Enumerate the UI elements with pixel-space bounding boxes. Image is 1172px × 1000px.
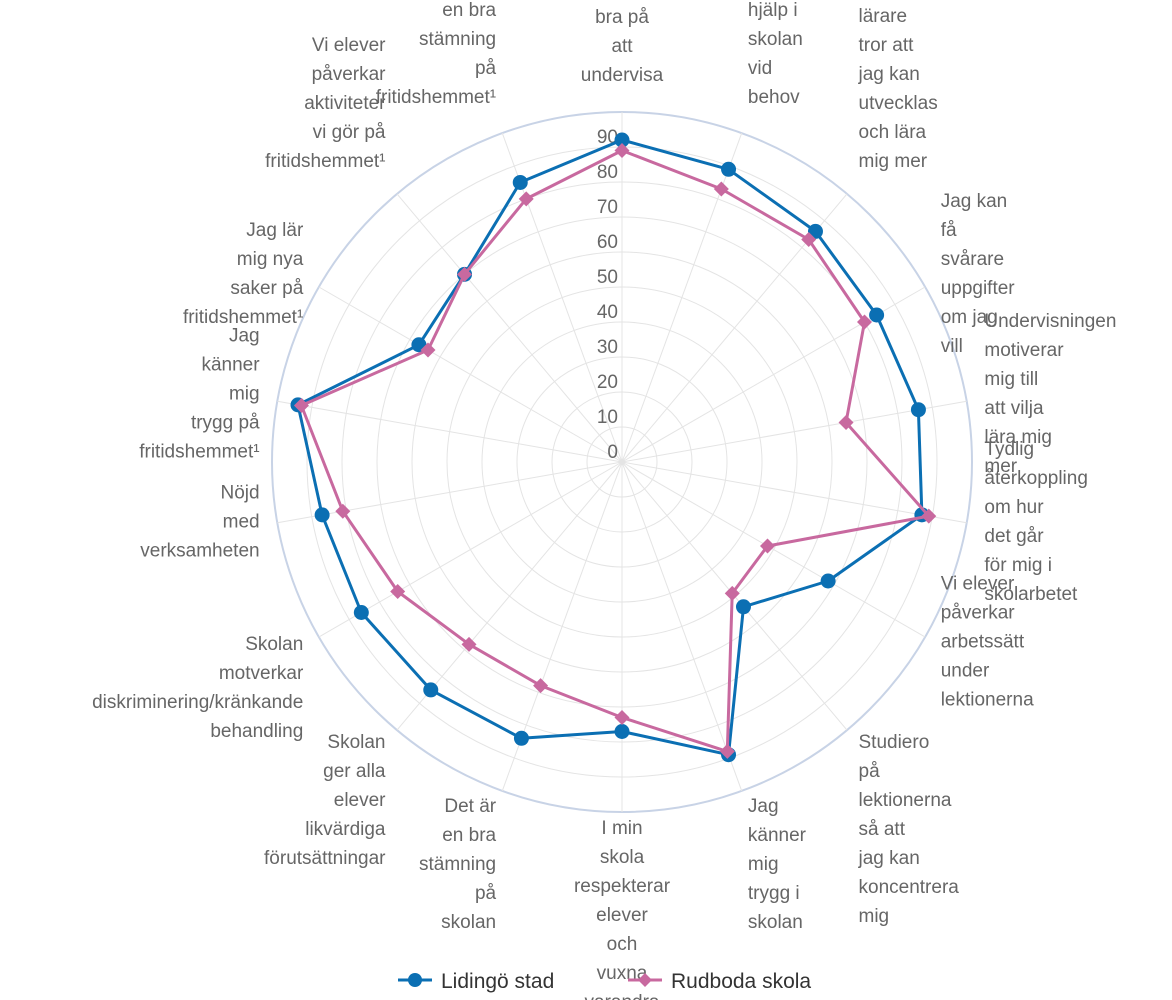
legend-item[interactable]: Rudboda skola <box>628 970 811 993</box>
data-point <box>533 678 549 694</box>
category-label: I minskolarespekterareleverochvuxnavaran… <box>574 818 671 1000</box>
tick-label: 70 <box>597 197 618 218</box>
grid-spoke <box>396 193 623 463</box>
tick-label: 50 <box>597 267 618 288</box>
category-label: Jag lär mig nya saker på fritidshemmet¹ <box>183 220 304 328</box>
category-label: Jag känner mig trygg i skolan <box>748 796 807 933</box>
data-point <box>293 397 309 413</box>
legend-marker <box>408 973 422 987</box>
data-point <box>518 191 534 207</box>
data-point <box>614 132 630 148</box>
data-point <box>724 585 740 601</box>
data-point <box>314 507 330 523</box>
data-point <box>513 730 529 746</box>
data-point <box>512 174 528 190</box>
data-point <box>614 710 630 725</box>
data-point <box>856 314 872 330</box>
data-point <box>461 636 477 652</box>
data-point <box>420 342 436 358</box>
data-point <box>759 538 775 554</box>
category-label: Undervisningen motiverar mig till att vilja… <box>984 311 1116 477</box>
data-point <box>390 584 406 599</box>
tick-label: 40 <box>597 302 618 323</box>
tick-label: 80 <box>597 162 618 183</box>
category-label: Jag känner mig trygg på fritidshemmet¹ <box>139 326 260 463</box>
data-point <box>614 143 630 158</box>
grid-spoke <box>277 400 623 463</box>
category-label: Tydlig återkoppling om hur det går för mig i… <box>984 439 1088 605</box>
grid-spoke <box>621 461 926 638</box>
category-label: Vi elever påverkar aktiviteter vi gör på fri… <box>265 35 386 172</box>
radar-grid <box>271 111 973 813</box>
category-label: Jag kan få svårare uppgifter om jag vill <box>941 191 1016 357</box>
data-point <box>423 682 439 698</box>
tick-label: 60 <box>597 232 618 253</box>
tick-label: 30 <box>597 337 618 358</box>
data-point <box>838 414 854 430</box>
data-point <box>335 503 351 519</box>
grid-spoke <box>621 400 967 463</box>
legend-label: Lidingö stad <box>441 970 554 993</box>
tick-label: 0 <box>607 442 618 463</box>
data-point <box>910 402 926 418</box>
data-point <box>869 307 885 323</box>
category-label: Studiero på lektionerna så att jag kan koncen… <box>858 732 960 927</box>
category-label: Det är en bra stämning på skolan <box>419 796 497 933</box>
category-label: Skolan motverkar diskriminering/kränkande b… <box>92 634 304 742</box>
data-point <box>719 743 735 759</box>
category-label: Vi elever påverkar arbetssätt under lektione… <box>941 574 1034 711</box>
legend-label: Rudboda skola <box>671 970 811 993</box>
grid-spoke <box>277 461 623 524</box>
data-point <box>457 266 473 282</box>
data-point <box>721 161 737 177</box>
grid-spoke <box>621 461 967 524</box>
category-label: Skolan ger alla elever likvärdiga förutsättn… <box>264 732 386 869</box>
radar-series <box>290 132 937 763</box>
category-label: Nöjd med verksamheten <box>140 482 259 561</box>
data-point <box>820 573 836 589</box>
legend-item[interactable]: Lidingö stad <box>398 970 554 993</box>
data-point <box>735 599 751 615</box>
data-point <box>713 181 729 197</box>
grid-spoke <box>318 286 623 463</box>
data-point <box>801 231 817 247</box>
grid-spoke <box>621 461 743 792</box>
chart-legend: Lidingö stad Rudboda skola <box>398 970 811 993</box>
legend-marker <box>638 973 652 987</box>
grid-spoke <box>318 461 623 638</box>
tick-label: 10 <box>597 407 618 428</box>
data-point <box>921 508 937 524</box>
data-point <box>614 724 630 739</box>
tick-label: 20 <box>597 372 618 393</box>
series-1 <box>290 132 930 763</box>
series-2 <box>293 143 937 759</box>
data-point <box>353 605 369 620</box>
